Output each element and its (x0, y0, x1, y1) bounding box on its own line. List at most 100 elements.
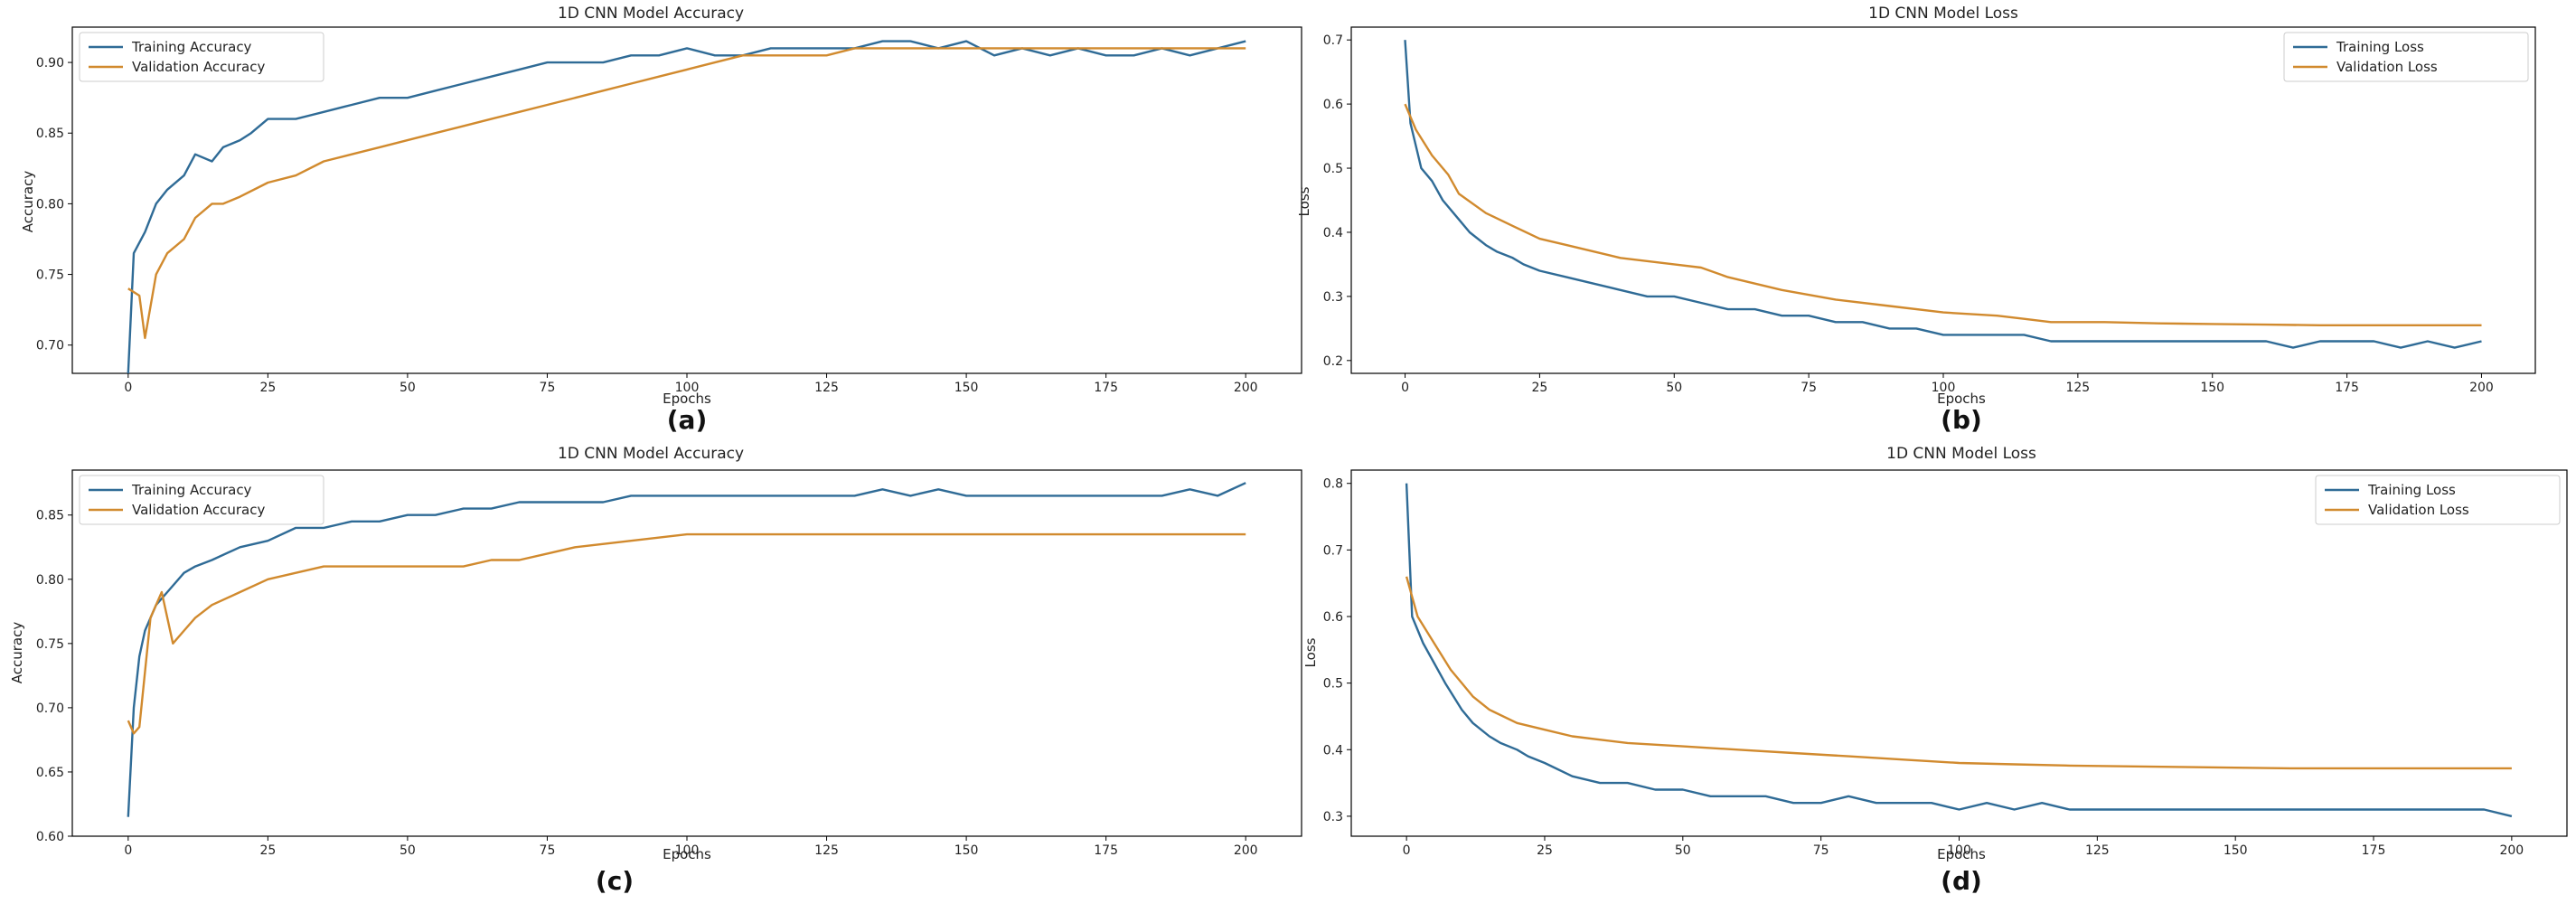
panel-c-y-tick-label: 0.60 (36, 830, 64, 844)
panel-d-plot: 0 25 50 75 100 125 150 175 200 0.3 0.4 0.5 0.6 0.7 0.8… (1323, 475, 2561, 858)
panel-b-caption: (b) (1941, 405, 1982, 435)
panel-d-frame (1350, 469, 2568, 837)
panel-d-title: 1D CNN Model Loss (1886, 445, 2036, 463)
panel-d-x-tick-label: 125 (2085, 843, 2110, 858)
panel-b-legend: Training Loss Validation Loss (2283, 32, 2529, 82)
panel-a-y-tick-label: 0.70 (36, 339, 64, 353)
panel-d-x-axis-label: Epochs (1937, 846, 1986, 862)
panel-b-legend-label-validation-loss: Validation Loss (2336, 59, 2438, 75)
panel-b-x-tick-label: 150 (2200, 381, 2224, 395)
panel-a-x-tick-label: 0 (124, 381, 132, 395)
panel-d-y-tick-label: 0.7 (1323, 543, 1343, 558)
panel-a-y-tick-label: 0.80 (36, 197, 64, 212)
panel-c-frame (71, 469, 1302, 837)
panel-d-x-tick-label: 0 (1403, 843, 1411, 858)
panel-c-y-tick-label: 0.65 (36, 766, 64, 780)
panel-c-x-tick-label: 25 (259, 843, 276, 858)
panel-a-plot: 0 25 50 75 100 125 150 175 200 0.70 0.75 0.80 0.85 0.… (36, 32, 1258, 395)
panel-b-y-axis-label: Loss (1296, 186, 1312, 216)
panel-a-x-tick-label: 200 (1234, 381, 1258, 395)
panel-c-legend-label-validation-accuracy: Validation Accuracy (132, 502, 265, 518)
panel-b-y-tick-label: 0.3 (1323, 290, 1343, 305)
panel-a: 1D CNN Model Accuracy 0 25 50 75 100 125 150 17… (20, 5, 1302, 435)
panel-b-x-tick-label: 200 (2469, 381, 2494, 395)
panel-b-plot: 0 25 50 75 100 125 150 175 200 0.2 0.3 0.4 0.5 0.6 0.7… (1323, 32, 2529, 395)
panel-a-x-tick-label: 175 (1094, 381, 1118, 395)
panel-c-y-tick-label: 0.70 (36, 702, 64, 716)
panel-b-training-loss-line (1404, 40, 2482, 349)
panel-d-x-tick-label: 75 (1813, 843, 1829, 858)
panel-b-y-tick-label: 0.6 (1323, 98, 1343, 112)
panel-d-caption: (d) (1941, 866, 1982, 896)
panel-d-legend-box (2315, 475, 2561, 525)
panel-a-x-tick-label: 75 (540, 381, 556, 395)
panel-c-caption: (c) (596, 866, 634, 896)
panel-d-x-tick-label: 200 (2499, 843, 2524, 858)
panel-c-plot: 0 25 50 75 100 125 150 175 200 0.60 0.65 0.70 0.75 0.… (36, 475, 1258, 858)
panel-d-y-axis-label: Loss (1302, 637, 1319, 667)
panel-b-legend-box (2283, 32, 2529, 82)
panel-a-x-tick-label: 100 (675, 381, 700, 395)
panel-d-training-loss-line (1405, 483, 2513, 818)
panel-d-x-tick-label: 25 (1537, 843, 1553, 858)
panel-c-x-tick-label: 150 (954, 843, 979, 858)
panel-d-y-tick-label: 0.5 (1323, 677, 1343, 692)
panel-a-x-tick-label: 50 (400, 381, 416, 395)
panel-a-title: 1D CNN Model Accuracy (558, 5, 744, 23)
panel-d-legend: Training Loss Validation Loss (2315, 475, 2561, 525)
panel-c-y-axis-label: Accuracy (9, 622, 25, 684)
panel-a-training-accuracy-line (127, 40, 1246, 374)
panel-d-x-tick-label: 100 (1947, 843, 1971, 858)
panel-d-y-tick-label: 0.6 (1323, 610, 1343, 625)
panel-a-y-tick-label: 0.75 (36, 268, 64, 283)
panel-c-legend-box (79, 475, 324, 525)
panel-a-x-tick-label: 150 (954, 381, 979, 395)
panel-a-legend: Training Accuracy Validation Accuracy (79, 32, 324, 82)
panel-c-y-tick-label: 0.75 (36, 637, 64, 652)
panel-c-y-tick-label: 0.85 (36, 509, 64, 523)
panel-a-validation-accuracy-line (127, 47, 1246, 340)
panel-b-legend-label-training-loss: Training Loss (2336, 39, 2424, 55)
panel-d-legend-label-validation-loss: Validation Loss (2368, 502, 2469, 518)
panel-c-x-tick-label: 0 (124, 843, 132, 858)
panel-c-validation-accuracy-line (127, 532, 1246, 735)
panel-c-legend-label-training-accuracy: Training Accuracy (131, 482, 252, 498)
panel-a-caption: (a) (667, 405, 708, 435)
panel-d-y-tick-label: 0.3 (1323, 810, 1343, 824)
panel-d-x-tick-label: 50 (1675, 843, 1691, 858)
panel-b-y-tick-label: 0.4 (1323, 226, 1343, 240)
panel-c-title: 1D CNN Model Accuracy (558, 445, 744, 463)
panel-b-x-axis-label: Epochs (1937, 391, 1986, 407)
panel-b-title: 1D CNN Model Loss (1868, 5, 2018, 23)
panel-b: 1D CNN Model Loss 0 25 50 75 100 125 150 175 200… (1296, 5, 2536, 435)
panel-c: 1D CNN Model Accuracy 0 25 50 75 100 125 150 17… (9, 445, 1302, 896)
panel-b-x-tick-label: 125 (2065, 381, 2090, 395)
panel-b-x-tick-label: 100 (1932, 381, 1956, 395)
panel-a-x-tick-label: 25 (259, 381, 276, 395)
panel-d-y-tick-label: 0.8 (1323, 477, 1343, 492)
panel-d-x-tick-label: 150 (2223, 843, 2248, 858)
panel-c-x-axis-label: Epochs (663, 846, 711, 862)
panel-b-x-tick-label: 175 (2335, 381, 2359, 395)
panel-a-y-tick-label: 0.90 (36, 56, 64, 71)
panel-b-x-tick-label: 0 (1401, 381, 1409, 395)
panel-c-legend: Training Accuracy Validation Accuracy (79, 475, 324, 525)
panel-c-x-tick-label: 50 (400, 843, 416, 858)
panel-a-x-tick-label: 125 (814, 381, 839, 395)
panel-d: 1D CNN Model Loss 0 25 50 75 100 125 150 175 200… (1302, 445, 2568, 896)
panel-d-validation-loss-line (1405, 576, 2512, 770)
panel-c-x-tick-label: 175 (1094, 843, 1118, 858)
panel-b-x-tick-label: 25 (1531, 381, 1547, 395)
panel-c-x-tick-label: 75 (540, 843, 556, 858)
panel-a-y-tick-label: 0.85 (36, 127, 64, 141)
panel-d-legend-label-training-loss: Training Loss (2367, 482, 2456, 498)
panel-a-x-axis-label: Epochs (663, 391, 711, 407)
panel-b-y-tick-label: 0.7 (1323, 33, 1343, 48)
panel-b-x-tick-label: 75 (1800, 381, 1817, 395)
panel-c-x-tick-label: 100 (675, 843, 700, 858)
panel-d-x-tick-label: 175 (2362, 843, 2386, 858)
panel-a-legend-label-training-accuracy: Training Accuracy (131, 39, 252, 55)
panel-a-y-axis-label: Accuracy (20, 171, 36, 233)
panel-c-x-tick-label: 200 (1234, 843, 1258, 858)
